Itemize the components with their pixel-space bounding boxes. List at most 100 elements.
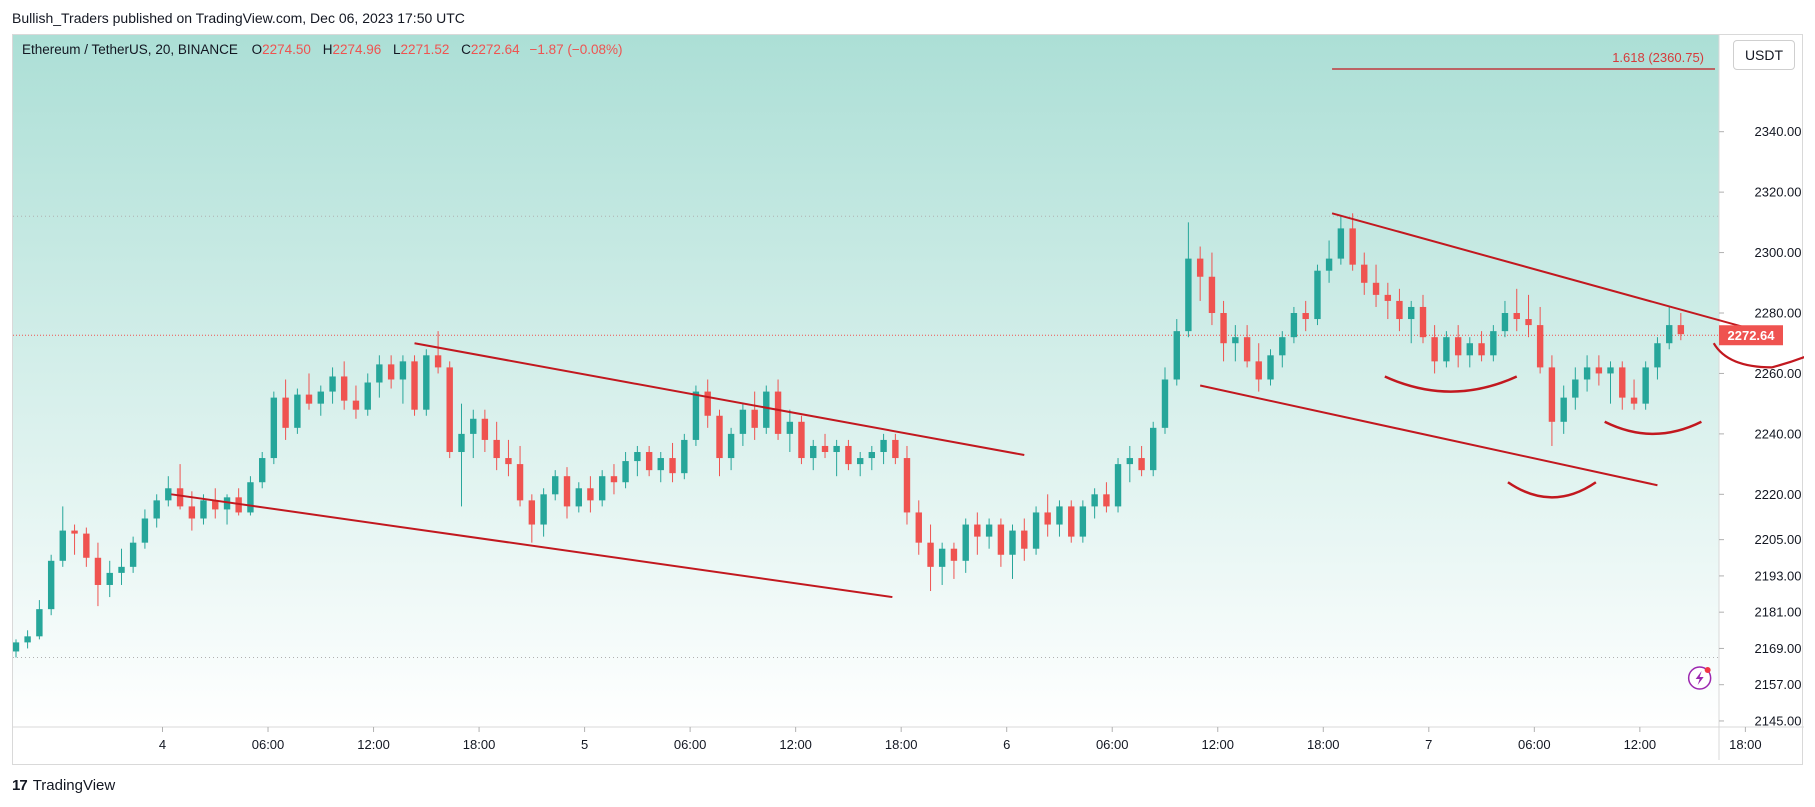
- candle-body-124: [1466, 343, 1473, 356]
- candle-body-72: [856, 458, 864, 465]
- legend-open-value: 2274.50: [262, 42, 311, 57]
- x-tick-label-15: 18:00: [1729, 737, 1762, 752]
- candle-body-39: [470, 418, 477, 434]
- candle-body-115: [1361, 264, 1368, 283]
- plot-background: [13, 35, 1719, 727]
- legend-high-label: H: [323, 42, 333, 57]
- candle-body-32: [387, 364, 395, 380]
- price-axis[interactable]: 2340.00 2320.00 2300.00 2280.00 2260.00 2240.…: [1719, 124, 1802, 728]
- candle-body-70: [833, 445, 840, 453]
- brand-footer[interactable]: 17 TradingView: [12, 777, 115, 794]
- last-price-badge: [1719, 325, 1783, 346]
- candle-body-37: [446, 367, 453, 453]
- horizontal-lines: [13, 215, 1719, 658]
- candle-body-109: [1290, 313, 1298, 338]
- x-tick-label-1: 06:00: [252, 737, 285, 752]
- candles: [13, 213, 1685, 658]
- candle-body-59: [704, 391, 711, 416]
- x-tick-label-4: 5: [581, 737, 588, 752]
- candle-body-31: [376, 364, 383, 383]
- candle-body-1: [24, 636, 31, 643]
- candle-body-138: [1630, 397, 1638, 404]
- candle-body-79: [938, 548, 946, 567]
- candle-body-127: [1501, 313, 1509, 332]
- candle-body-98: [1161, 379, 1169, 428]
- chart-frame[interactable]: 1.618 (2360.75) 2340.00 2320.00 2300.00 228…: [12, 34, 1804, 766]
- x-tick-label-9: 06:00: [1096, 737, 1129, 752]
- publish-caption: Bullish_Traders published on TradingView…: [12, 10, 465, 26]
- candle-body-52: [622, 461, 629, 483]
- fib-level-label: 1.618 (2360.75): [1612, 50, 1704, 65]
- notification-dot-icon: [1704, 667, 1711, 673]
- trendline-3: [1331, 212, 1781, 339]
- candle-body-48: [575, 488, 582, 507]
- candle-body-99: [1173, 331, 1180, 380]
- time-axis[interactable]: 4 06:00 12:00 18:00 5 06:00 12:00 18:00 6 06:00 12…: [159, 727, 1762, 752]
- y-tick-label-7: 2205.00: [1755, 532, 1802, 547]
- candle-body-54: [645, 452, 653, 471]
- candle-body-108: [1279, 337, 1286, 356]
- candle-body-88: [1044, 512, 1051, 525]
- candle-body-111: [1314, 270, 1321, 320]
- candle-body-120: [1419, 306, 1427, 338]
- currency-button[interactable]: USDT: [1733, 40, 1795, 70]
- candle-body-13: [165, 488, 172, 501]
- candle-body-121: [1431, 337, 1438, 362]
- candle-body-113: [1337, 228, 1345, 259]
- x-tick-label-12: 7: [1425, 737, 1432, 752]
- y-tick-label-9: 2181.00: [1755, 605, 1802, 620]
- candle-body-81: [962, 524, 969, 561]
- candle-body-86: [1021, 530, 1028, 549]
- candle-body-141: [1666, 325, 1673, 344]
- candle-body-83: [985, 524, 993, 537]
- candle-body-65: [774, 391, 782, 434]
- candle-body-55: [657, 458, 664, 471]
- candle-body-100: [1185, 258, 1192, 332]
- candle-body-62: [739, 409, 747, 434]
- x-tick-label-7: 18:00: [885, 737, 918, 752]
- candle-body-101: [1196, 258, 1204, 277]
- x-tick-label-0: 4: [159, 737, 166, 752]
- candle-body-122: [1443, 337, 1450, 362]
- candle-body-112: [1325, 258, 1333, 271]
- candle-body-58: [692, 391, 700, 440]
- y-tick-label-3: 2280.00: [1755, 306, 1802, 321]
- candle-body-116: [1372, 282, 1380, 295]
- candle-body-126: [1490, 331, 1497, 356]
- trendline-2: [1199, 384, 1658, 487]
- candle-body-49: [587, 488, 594, 501]
- candle-body-27: [329, 376, 336, 392]
- candle-body-42: [505, 458, 512, 465]
- candle-body-80: [950, 548, 958, 561]
- candle-body-43: [516, 464, 524, 501]
- y-tick-label-0: 2340.00: [1755, 124, 1802, 139]
- price-chart[interactable]: 1.618 (2360.75) 2340.00 2320.00 2300.00 228…: [13, 35, 1804, 766]
- candle-body-129: [1525, 319, 1532, 326]
- legend-low-label: L: [393, 42, 401, 57]
- candle-body-142: [1677, 325, 1685, 335]
- candle-body-38: [458, 433, 465, 453]
- x-tick-label-2: 12:00: [357, 737, 390, 752]
- x-tick-label-8: 6: [1003, 737, 1010, 752]
- candle-body-9: [118, 566, 125, 573]
- candle-body-130: [1536, 325, 1544, 368]
- candle-body-78: [927, 542, 934, 567]
- arc-1: [1507, 481, 1597, 499]
- x-tick-label-13: 06:00: [1518, 737, 1551, 752]
- candle-body-3: [47, 560, 55, 610]
- candle-body-117: [1384, 294, 1392, 301]
- candle-body-30: [364, 382, 371, 410]
- brand-name: TradingView: [32, 777, 116, 794]
- candle-body-89: [1056, 506, 1063, 525]
- candle-body-93: [1103, 494, 1110, 507]
- candle-body-110: [1302, 313, 1309, 320]
- x-tick-label-6: 12:00: [779, 737, 812, 752]
- candle-body-16: [200, 500, 207, 519]
- candle-body-140: [1654, 343, 1661, 368]
- y-tick-label-4: 2260.00: [1755, 366, 1802, 381]
- legend-close-label: C: [461, 42, 471, 57]
- candle-body-68: [810, 445, 817, 459]
- candle-body-29: [352, 400, 360, 410]
- candle-body-137: [1619, 367, 1626, 398]
- y-tick-label-12: 2145.00: [1755, 713, 1802, 728]
